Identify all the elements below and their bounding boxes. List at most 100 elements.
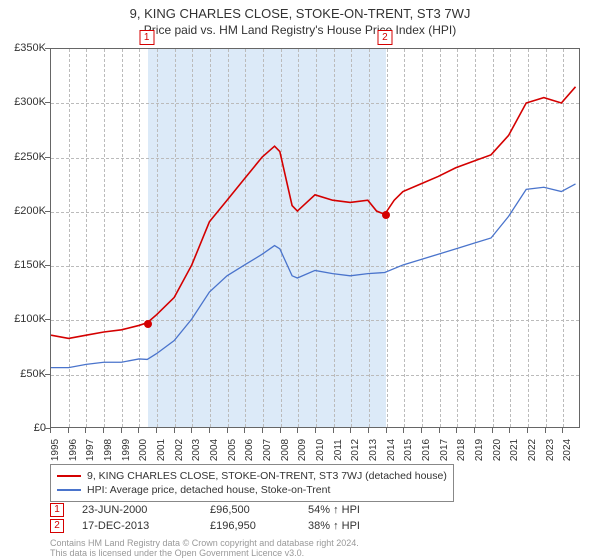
y-tick-mark — [45, 374, 50, 375]
x-tick-label: 2000 — [138, 439, 149, 461]
x-tick-label: 2015 — [403, 439, 414, 461]
x-tick-mark — [368, 428, 369, 433]
x-tick-label: 2023 — [545, 439, 556, 461]
sale-marker-label-1: 1 — [139, 30, 154, 45]
x-tick-mark — [121, 428, 122, 433]
sales-table: 1 23-JUN-2000 £96,500 54% ↑ HPI 2 17-DEC-2013… — [50, 502, 428, 534]
y-tick-mark — [45, 211, 50, 212]
x-tick-mark — [68, 428, 69, 433]
legend: 9, KING CHARLES CLOSE, STOKE-ON-TRENT, S… — [50, 464, 454, 502]
x-tick-label: 2018 — [456, 439, 467, 461]
x-tick-label: 1996 — [68, 439, 79, 461]
sale-pct: 54% ↑ HPI — [308, 504, 428, 516]
x-tick-label: 1999 — [121, 439, 132, 461]
x-tick-label: 2011 — [333, 439, 344, 461]
sale-marker-dot-1 — [144, 320, 152, 328]
x-tick-label: 2005 — [227, 439, 238, 461]
sale-date: 23-JUN-2000 — [82, 504, 192, 516]
chart-title: 9, KING CHARLES CLOSE, STOKE-ON-TRENT, S… — [0, 0, 600, 21]
legend-swatch — [57, 475, 81, 477]
x-tick-label: 2019 — [474, 439, 485, 461]
y-tick-label: £350K — [14, 42, 46, 54]
footnote-line2: This data is licensed under the Open Gov… — [50, 548, 359, 558]
x-tick-mark — [227, 428, 228, 433]
x-tick-mark — [103, 428, 104, 433]
x-tick-mark — [492, 428, 493, 433]
series-hpi — [51, 184, 576, 368]
sale-row-1: 1 23-JUN-2000 £96,500 54% ↑ HPI — [50, 502, 428, 518]
x-tick-label: 2017 — [439, 439, 450, 461]
x-tick-mark — [85, 428, 86, 433]
y-tick-label: £300K — [14, 96, 46, 108]
x-tick-label: 2020 — [492, 439, 503, 461]
x-tick-label: 1995 — [50, 439, 61, 461]
legend-label: 9, KING CHARLES CLOSE, STOKE-ON-TRENT, S… — [87, 470, 447, 482]
x-tick-label: 2007 — [262, 439, 273, 461]
x-tick-mark — [545, 428, 546, 433]
x-tick-label: 2014 — [386, 439, 397, 461]
plot-area — [50, 48, 580, 428]
y-tick-label: £250K — [14, 151, 46, 163]
x-tick-mark — [350, 428, 351, 433]
x-tick-mark — [403, 428, 404, 433]
legend-item: 9, KING CHARLES CLOSE, STOKE-ON-TRENT, S… — [57, 469, 447, 483]
x-tick-mark — [244, 428, 245, 433]
sale-marker-dot-2 — [382, 211, 390, 219]
x-tick-mark — [474, 428, 475, 433]
sale-pct: 38% ↑ HPI — [308, 520, 428, 532]
x-tick-label: 2006 — [244, 439, 255, 461]
x-tick-mark — [421, 428, 422, 433]
y-tick-mark — [45, 157, 50, 158]
x-tick-label: 2022 — [527, 439, 538, 461]
x-tick-mark — [50, 428, 51, 433]
x-tick-label: 2021 — [509, 439, 520, 461]
legend-label: HPI: Average price, detached house, Stok… — [87, 484, 330, 496]
chart-subtitle: Price paid vs. HM Land Registry's House … — [0, 21, 600, 41]
y-tick-label: £200K — [14, 205, 46, 217]
x-tick-mark — [509, 428, 510, 433]
y-tick-label: £150K — [14, 259, 46, 271]
y-tick-label: £50K — [20, 368, 46, 380]
x-tick-label: 2012 — [350, 439, 361, 461]
x-tick-label: 2001 — [156, 439, 167, 461]
sale-idx: 1 — [50, 503, 64, 517]
x-tick-mark — [562, 428, 563, 433]
legend-swatch — [57, 489, 81, 491]
chart-container: 9, KING CHARLES CLOSE, STOKE-ON-TRENT, S… — [0, 0, 600, 560]
x-tick-label: 2003 — [191, 439, 202, 461]
x-tick-mark — [191, 428, 192, 433]
x-tick-mark — [386, 428, 387, 433]
x-tick-mark — [138, 428, 139, 433]
x-tick-label: 1998 — [103, 439, 114, 461]
x-tick-mark — [527, 428, 528, 433]
x-tick-mark — [156, 428, 157, 433]
x-tick-label: 2004 — [209, 439, 220, 461]
x-tick-label: 2010 — [315, 439, 326, 461]
sale-marker-label-2: 2 — [377, 30, 392, 45]
x-tick-mark — [333, 428, 334, 433]
sale-price: £196,950 — [210, 520, 290, 532]
x-tick-label: 1997 — [85, 439, 96, 461]
line-series-svg — [51, 49, 579, 427]
y-tick-mark — [45, 319, 50, 320]
plot-inner — [51, 49, 579, 427]
x-tick-mark — [209, 428, 210, 433]
y-tick-mark — [45, 102, 50, 103]
footnote-line1: Contains HM Land Registry data © Crown c… — [50, 538, 359, 548]
x-tick-label: 2002 — [174, 439, 185, 461]
x-tick-mark — [174, 428, 175, 433]
y-tick-mark — [45, 48, 50, 49]
x-tick-label: 2024 — [562, 439, 573, 461]
x-tick-label: 2009 — [297, 439, 308, 461]
legend-item: HPI: Average price, detached house, Stok… — [57, 483, 447, 497]
series-price_paid — [51, 87, 576, 339]
y-tick-mark — [45, 265, 50, 266]
footnote: Contains HM Land Registry data © Crown c… — [50, 538, 359, 559]
sale-price: £96,500 — [210, 504, 290, 516]
x-tick-mark — [262, 428, 263, 433]
x-tick-mark — [315, 428, 316, 433]
x-tick-mark — [439, 428, 440, 433]
sale-idx: 2 — [50, 519, 64, 533]
sale-date: 17-DEC-2013 — [82, 520, 192, 532]
sale-row-2: 2 17-DEC-2013 £196,950 38% ↑ HPI — [50, 518, 428, 534]
